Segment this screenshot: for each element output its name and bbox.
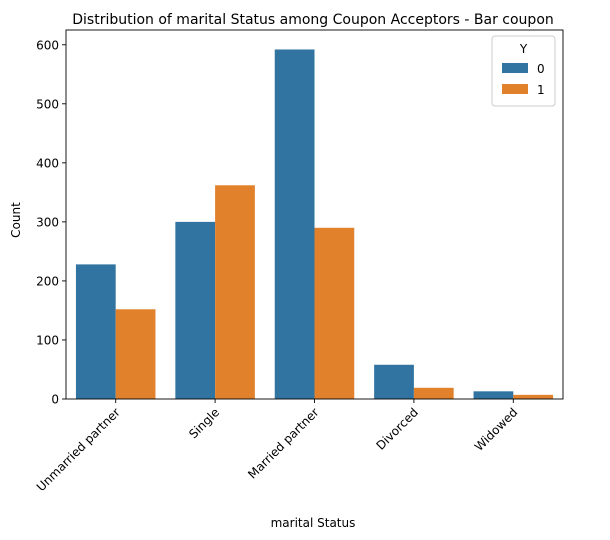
bar-divorced-series-0 [374,364,414,399]
x-tick-label: Single [186,405,222,441]
bar-widowed-series-0 [473,391,514,399]
legend-label-series-1: 1 [537,83,545,97]
y-tick-label: 0 [51,393,59,407]
y-tick-label: 200 [36,274,59,288]
legend: Y0 1 [491,35,556,107]
x-tick-label: Widowed [472,405,521,454]
x-tick-label: Married partner [245,405,321,481]
y-tick-label: 100 [36,333,59,347]
legend-swatch-series-0 [502,63,528,73]
bar-unmarried-partner-series-1 [115,309,156,399]
bar-unmarried-partner-series-0 [75,264,116,399]
y-tick-label: 500 [36,97,59,111]
x-tick-label: Unmarried partner [34,405,123,494]
legend-label-series-0: 0 [537,62,545,76]
y-tick-label: 600 [36,38,59,52]
legend-title: Y [519,42,528,56]
chart-title: Distribution of marital Status among Cou… [72,12,554,28]
bar-married-partner-series-0 [274,49,315,399]
plot-area: 0 100 200 300 400 500 600 Unmarried partner Sing… [34,29,564,494]
bar-married-partner-series-1 [314,227,355,399]
bar-single-series-1 [215,185,255,399]
y-axis-label: Count [9,202,23,238]
y-tick-label: 400 [36,156,59,170]
x-axis-label: marital Status [271,516,356,530]
bar-divorced-series-1 [413,387,454,399]
bar-single-series-0 [175,221,216,399]
legend-swatch-series-1 [502,84,528,94]
y-tick-label: 300 [36,215,59,229]
x-tick-label: Divorced [373,405,421,453]
bar-widowed-series-1 [513,394,554,399]
